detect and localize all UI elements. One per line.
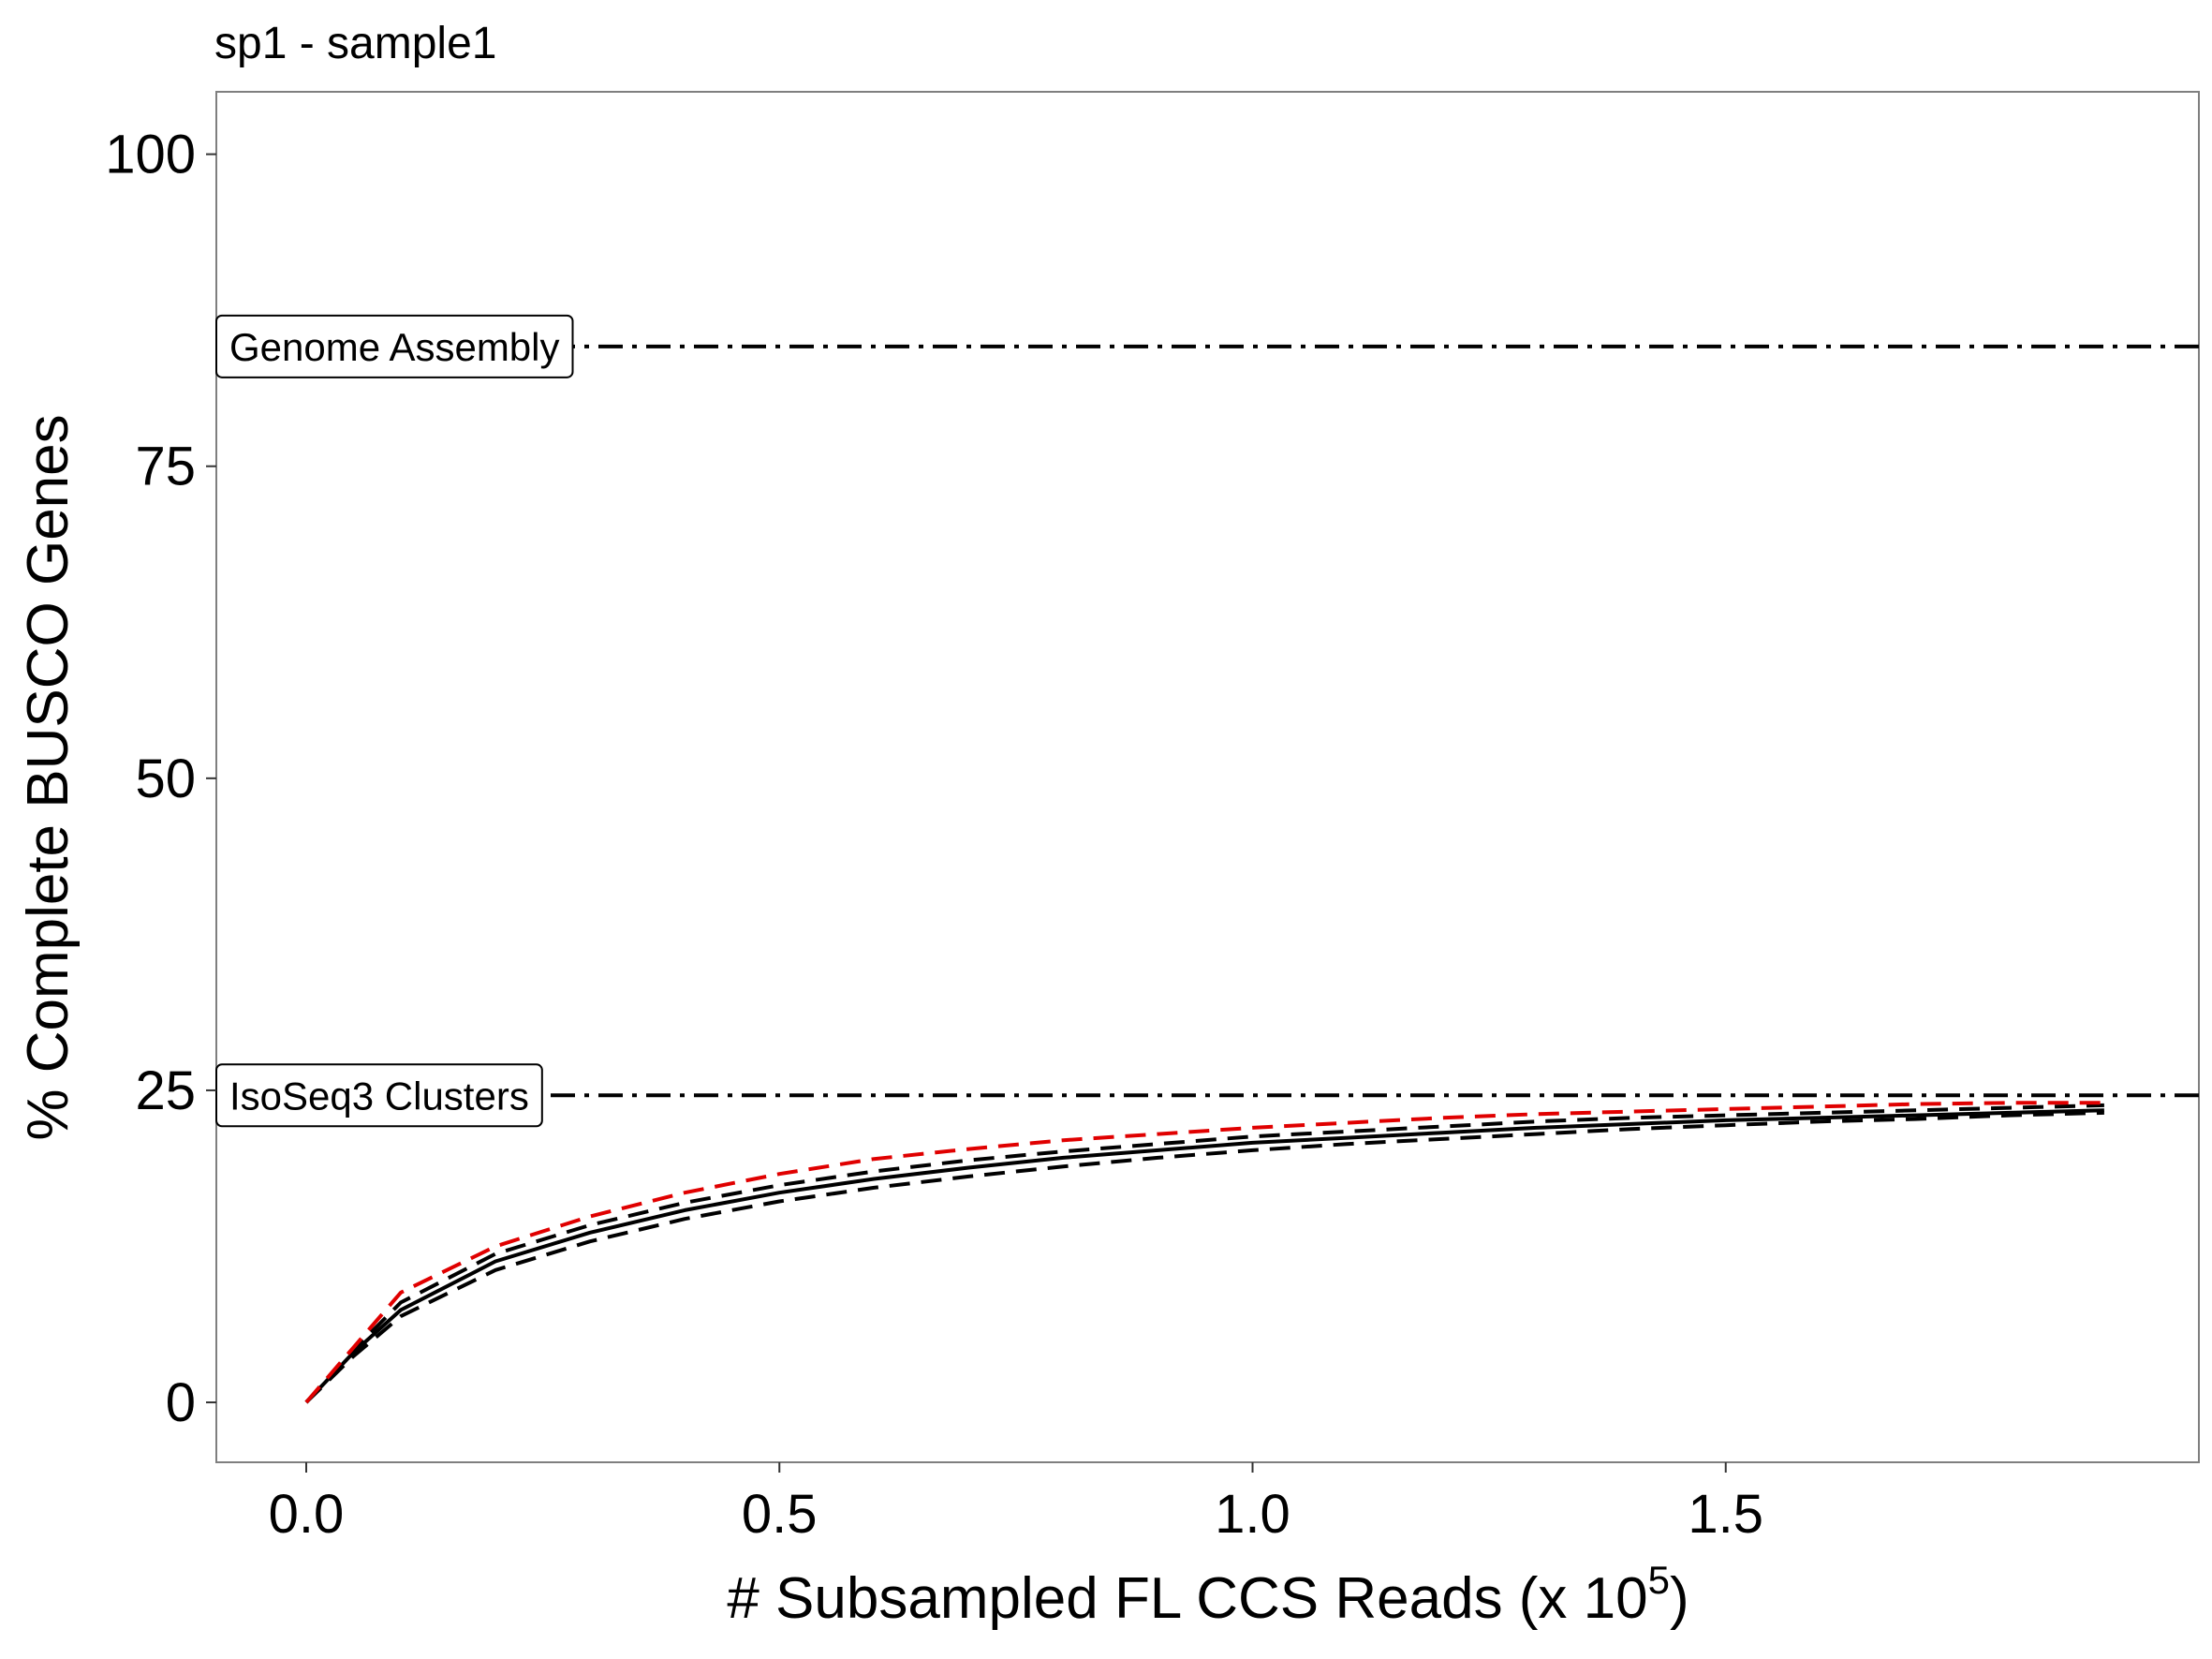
plot-panel [215, 91, 2200, 1463]
chart-title: sp1 - sample1 [214, 19, 496, 68]
reference-label-text: Genome Assembly [229, 325, 560, 369]
x-axis-title: # Subsampled FL CCS Reads (x 105) [727, 1558, 1688, 1631]
series-line [304, 1103, 2104, 1404]
x-tick-label: 0.0 [269, 1484, 345, 1545]
y-tick-label: 0 [166, 1372, 196, 1433]
x-tick-label: 1.5 [1688, 1484, 1763, 1545]
reference-label-box [215, 1063, 543, 1128]
y-tick-label: 75 [135, 437, 196, 497]
reference-labels: Genome Assembly IsoSeq3 Clusters [215, 314, 574, 1128]
x-axis-title-end: ) [1670, 1566, 1689, 1631]
y-tick-label: 100 [105, 125, 196, 185]
y-tick-label: 25 [135, 1060, 196, 1121]
x-axis: 0.0 0.5 1.0 1.5 [269, 1462, 1763, 1545]
x-axis-title-main: # Subsampled FL CCS Reads (x 10 [727, 1566, 1647, 1631]
reference-label-box [215, 314, 574, 378]
y-tick-label: 50 [135, 748, 196, 809]
reference-label-text: IsoSeq3 Clusters [229, 1074, 529, 1118]
reference-label: Genome Assembly [215, 314, 574, 378]
y-axis-title: % Complete BUSCO Genes [16, 414, 81, 1140]
x-axis-title-exponent: 5 [1648, 1558, 1670, 1602]
series-lines [304, 1101, 2104, 1404]
series-line [304, 1108, 2104, 1404]
x-tick-label: 1.0 [1215, 1484, 1290, 1545]
reference-lines [216, 344, 2199, 1098]
series-line [304, 1110, 2104, 1404]
reference-label: IsoSeq3 Clusters [215, 1063, 543, 1128]
y-axis: 0 25 50 75 100 [105, 125, 216, 1433]
x-tick-label: 0.5 [742, 1484, 818, 1545]
series-line [304, 1101, 2104, 1404]
